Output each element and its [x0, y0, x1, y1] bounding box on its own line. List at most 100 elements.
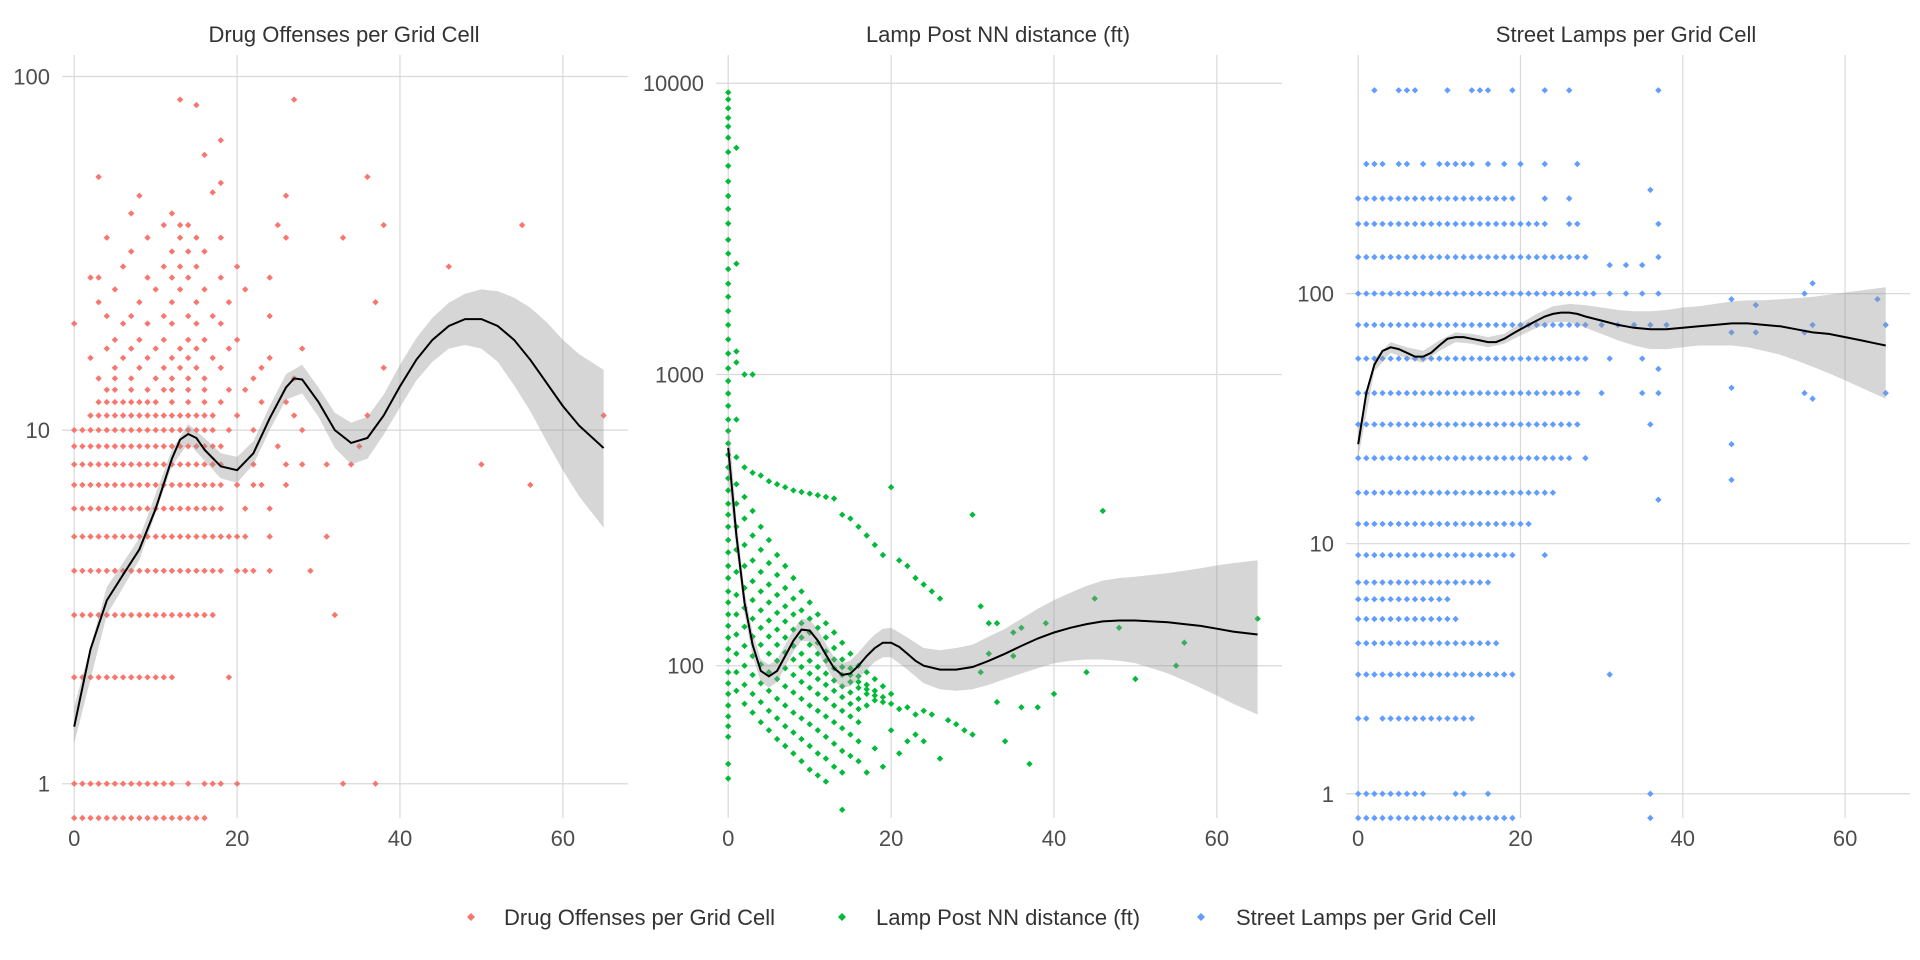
data-point	[725, 220, 732, 227]
data-point	[944, 717, 952, 724]
data-point	[798, 758, 805, 765]
legend-label: Street Lamps per Grid Cell	[1236, 905, 1496, 930]
data-point	[1582, 290, 1589, 297]
data-point	[782, 603, 789, 610]
data-point	[733, 500, 740, 507]
data-point	[806, 657, 813, 664]
data-point	[1647, 814, 1654, 822]
data-point	[1411, 220, 1419, 228]
data-point	[1574, 389, 1581, 397]
data-point	[144, 533, 151, 540]
data-point	[1541, 489, 1548, 496]
data-point	[87, 814, 94, 822]
data-point	[79, 814, 86, 822]
data-point	[1379, 355, 1386, 362]
data-point	[725, 205, 732, 213]
data-point	[1403, 814, 1411, 822]
data-point	[725, 574, 732, 582]
data-point	[1387, 671, 1394, 678]
data-point	[242, 505, 249, 512]
data-point	[1525, 489, 1532, 496]
data-point	[1468, 489, 1475, 496]
data-point	[871, 687, 878, 694]
data-point	[782, 484, 789, 491]
data-point	[1501, 253, 1508, 261]
data-point	[71, 443, 78, 450]
data-point	[822, 733, 830, 740]
legend-key-lamp-post-nn-distance	[838, 913, 846, 921]
data-point	[725, 500, 732, 507]
data-point	[176, 364, 184, 372]
data-point	[1509, 671, 1516, 678]
data-point	[782, 584, 789, 592]
data-point	[1379, 640, 1386, 647]
data-point	[1476, 814, 1484, 822]
data-point	[806, 641, 813, 648]
data-point	[1452, 253, 1459, 261]
data-point	[1355, 640, 1362, 647]
data-point	[1363, 489, 1370, 496]
data-point	[773, 591, 781, 599]
data-point	[822, 695, 830, 702]
data-point	[1574, 355, 1581, 362]
data-point	[765, 581, 773, 588]
data-point	[144, 567, 151, 574]
data-point	[266, 505, 273, 512]
data-point	[71, 533, 78, 540]
data-point	[839, 683, 846, 690]
data-point	[1509, 195, 1516, 202]
data-point	[600, 412, 607, 419]
data-point	[1728, 384, 1735, 392]
data-point	[790, 729, 797, 736]
data-point	[1436, 195, 1443, 202]
data-point	[1476, 195, 1484, 202]
data-point	[168, 426, 176, 434]
data-point	[201, 533, 208, 540]
data-point	[1403, 640, 1411, 647]
data-point	[87, 461, 94, 468]
data-point	[1452, 421, 1459, 428]
data-point	[119, 398, 127, 406]
data-point	[1476, 321, 1484, 329]
data-point	[185, 567, 192, 574]
data-point	[87, 780, 94, 787]
data-point	[847, 752, 854, 760]
data-point	[144, 412, 151, 419]
data-point	[79, 443, 86, 450]
data-point	[1509, 421, 1516, 428]
data-point	[119, 505, 127, 512]
data-point	[233, 412, 241, 419]
data-point	[1436, 389, 1443, 397]
data-point	[855, 705, 862, 713]
data-point	[1501, 220, 1508, 228]
data-point	[1371, 489, 1378, 496]
data-point	[741, 464, 748, 471]
data-point	[1525, 520, 1532, 528]
data-point	[1541, 321, 1548, 329]
data-point	[331, 611, 338, 619]
data-point	[725, 427, 732, 435]
data-point	[725, 733, 732, 740]
data-point	[1476, 454, 1484, 462]
data-point	[193, 426, 200, 434]
data-point	[1379, 220, 1386, 228]
data-point	[380, 364, 387, 372]
data-point	[201, 426, 208, 434]
panel-title: Drug Offenses per Grid Cell	[208, 22, 479, 47]
legend-item: Lamp Post NN distance (ft)	[838, 905, 1140, 930]
data-point	[185, 443, 192, 450]
data-point	[830, 687, 838, 694]
data-point	[136, 567, 143, 574]
smooth-trend-line	[1357, 311, 1886, 445]
data-point	[201, 814, 208, 822]
data-point	[814, 663, 821, 671]
data-point	[79, 505, 86, 512]
data-point	[144, 234, 151, 241]
data-point	[168, 375, 176, 382]
data-point	[1411, 87, 1419, 94]
data-point	[339, 780, 347, 787]
data-point	[879, 693, 887, 701]
data-point	[1460, 454, 1467, 462]
data-point	[1492, 290, 1500, 297]
data-point	[1557, 355, 1565, 362]
